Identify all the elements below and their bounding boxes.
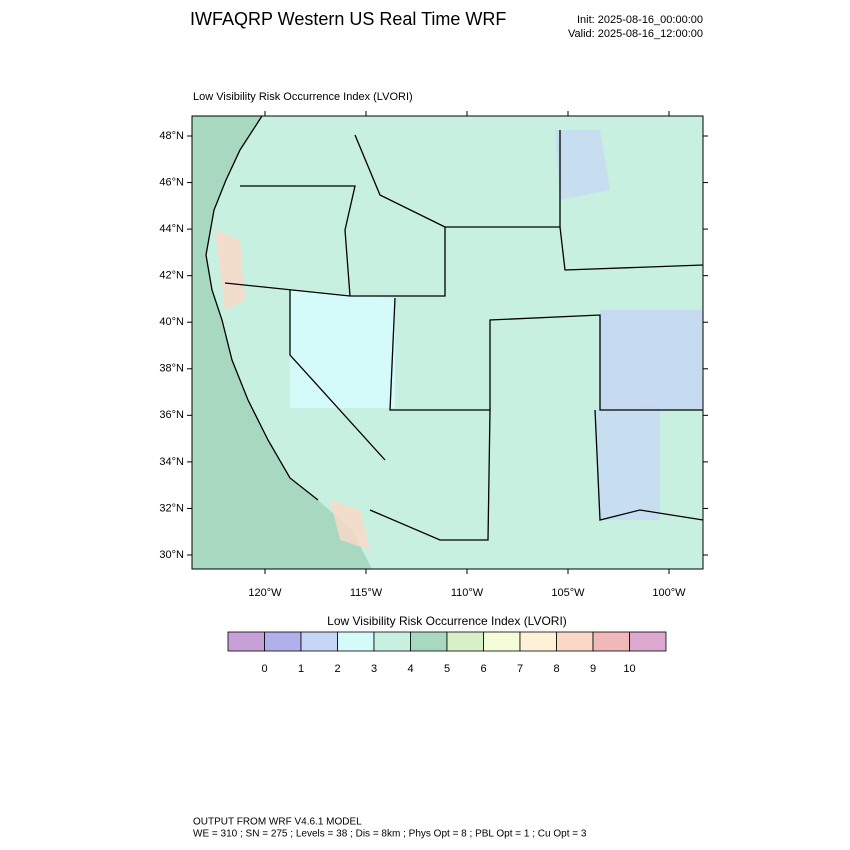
region [600,310,703,410]
colorbar-box [227,631,265,652]
colorbar-label: 5 [444,663,450,675]
valid-time: Valid: 2025-08-16_12:00:00 [568,28,703,40]
border [240,185,356,297]
colorbar-label: 3 [371,663,377,675]
lat-tick-label: 48°N [159,130,184,142]
colorbar-label: 0 [261,663,267,675]
state-borders [205,115,704,541]
colorbar-label: 8 [553,663,559,675]
colorbar-label: 9 [590,663,596,675]
colorbar-box [483,631,521,652]
lat-tick-label: 40°N [159,316,184,328]
lat-tick-label: 34°N [159,456,184,468]
footer-line: WE = 310 ; SN = 275 ; Levels = 38 ; Dis … [193,829,587,840]
colorbar-box [337,631,375,652]
colorbar-title: Low Visibility Risk Occurrence Index (LV… [327,614,567,628]
lon-tick-label: 100°W [652,587,686,599]
lat-tick-label: 42°N [159,270,184,282]
border [354,130,561,228]
region [215,230,245,310]
land [206,116,703,569]
region [555,130,610,200]
border [594,409,704,521]
colorbar-label: 4 [407,663,413,675]
lat-tick-label: 38°N [159,363,184,375]
title: IWFAQRP Western US Real Time WRF [190,9,506,29]
colorbar-box [592,631,630,652]
footer-line: OUTPUT FROM WRF V4.6.1 MODEL [193,817,362,828]
colorbar-box [519,631,557,652]
colorbar-box [300,631,338,652]
colorbar-label: 10 [623,663,635,675]
region [330,500,370,550]
region [595,405,660,520]
map-frame [191,115,704,570]
lat-tick-label: 36°N [159,409,184,421]
lon-tick-label: 115°W [350,587,383,599]
border [369,409,491,541]
border [289,290,386,461]
colorbar-box [446,631,484,652]
region [290,290,395,408]
lat-tick-label: 46°N [159,176,184,188]
colorbar-box [410,631,448,652]
colorbar-box [373,631,411,652]
map [191,115,704,570]
lon-tick-label: 120°W [248,587,282,599]
map-subtitle: Low Visibility Risk Occurrence Index (LV… [193,91,413,103]
lat-tick-label: 32°N [159,502,184,514]
colorbar-label: 2 [334,663,340,675]
colorbar-box [629,631,667,652]
lat-tick-label: 30°N [159,549,184,561]
lon-tick-label: 110°W [451,587,484,599]
lat-tick-label: 44°N [159,223,184,235]
colorbar-label: 7 [517,663,523,675]
colorbar-box [264,631,302,652]
colorbar-box [556,631,594,652]
init-time: Init: 2025-08-16_00:00:00 [577,14,703,26]
lon-tick-label: 105°W [551,587,585,599]
border [389,297,703,411]
colorbar-label: 1 [298,663,304,675]
colorbar-label: 6 [480,663,486,675]
coastline [205,115,319,501]
